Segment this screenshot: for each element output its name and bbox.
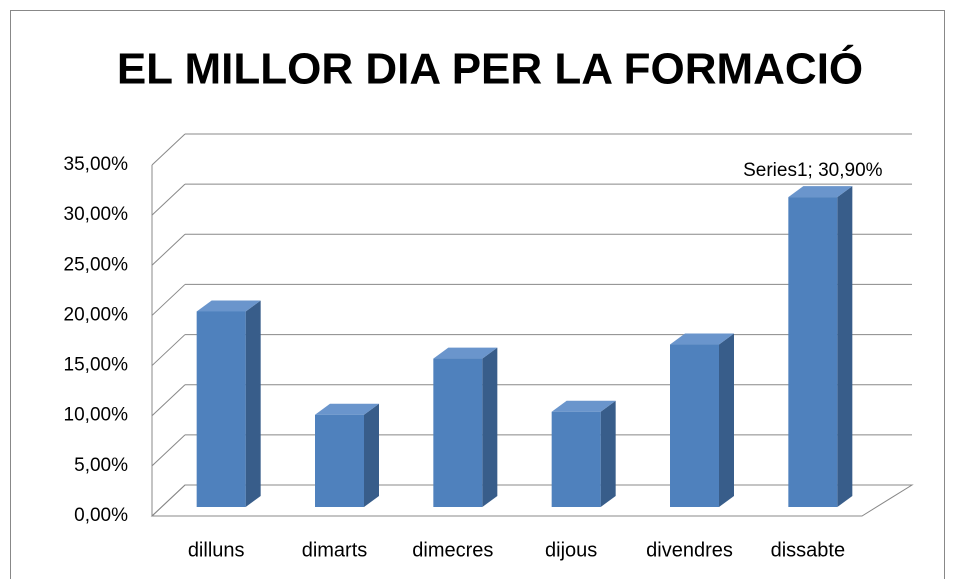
y-tick-label: 20,00% (64, 304, 129, 325)
chart-title: EL MILLOR DIA PER LA FORMACIÓ (117, 44, 863, 94)
bar-top (196, 300, 261, 312)
grid-line (151, 434, 186, 467)
bar (433, 358, 483, 507)
y-tick-label: 15,00% (64, 355, 129, 376)
grid-line (151, 334, 186, 366)
bar-top (670, 333, 734, 345)
y-tick-label: 30,00% (64, 204, 129, 225)
y-tick-label: 25,00% (64, 254, 129, 275)
y-tick-label: 10,00% (64, 405, 129, 426)
x-tick-label: dimarts (302, 539, 368, 561)
bar-top (433, 347, 498, 359)
bar-side (482, 347, 498, 507)
bar (315, 414, 364, 507)
bar-side (719, 333, 734, 507)
grid-line (151, 133, 186, 166)
bar (670, 344, 719, 507)
data-label: Series1; 30,90% (743, 160, 883, 181)
grid-line (151, 484, 186, 517)
bar (551, 411, 601, 507)
x-tick-label: dimecres (412, 539, 493, 561)
x-tick-label: dilluns (188, 539, 245, 561)
y-tick-label: 0,00% (74, 505, 128, 526)
bar-side (600, 400, 616, 507)
grid-line (151, 233, 186, 266)
bar-side (364, 403, 379, 507)
bar (196, 311, 246, 507)
x-tick-label: divendres (646, 539, 733, 561)
bar-side (837, 186, 853, 508)
y-tick-label: 35,00% (64, 154, 129, 175)
bar-side (245, 300, 261, 507)
bar-top (551, 400, 616, 412)
y-tick-label: 5,00% (74, 455, 128, 476)
bar (788, 197, 838, 508)
x-tick-label: dijous (545, 539, 597, 561)
grid-line (151, 284, 186, 316)
x-tick-label: dissabte (771, 539, 846, 561)
bar-top (788, 186, 853, 198)
grid-line (151, 384, 186, 417)
grid-line (151, 183, 186, 216)
bar-top (315, 403, 379, 415)
